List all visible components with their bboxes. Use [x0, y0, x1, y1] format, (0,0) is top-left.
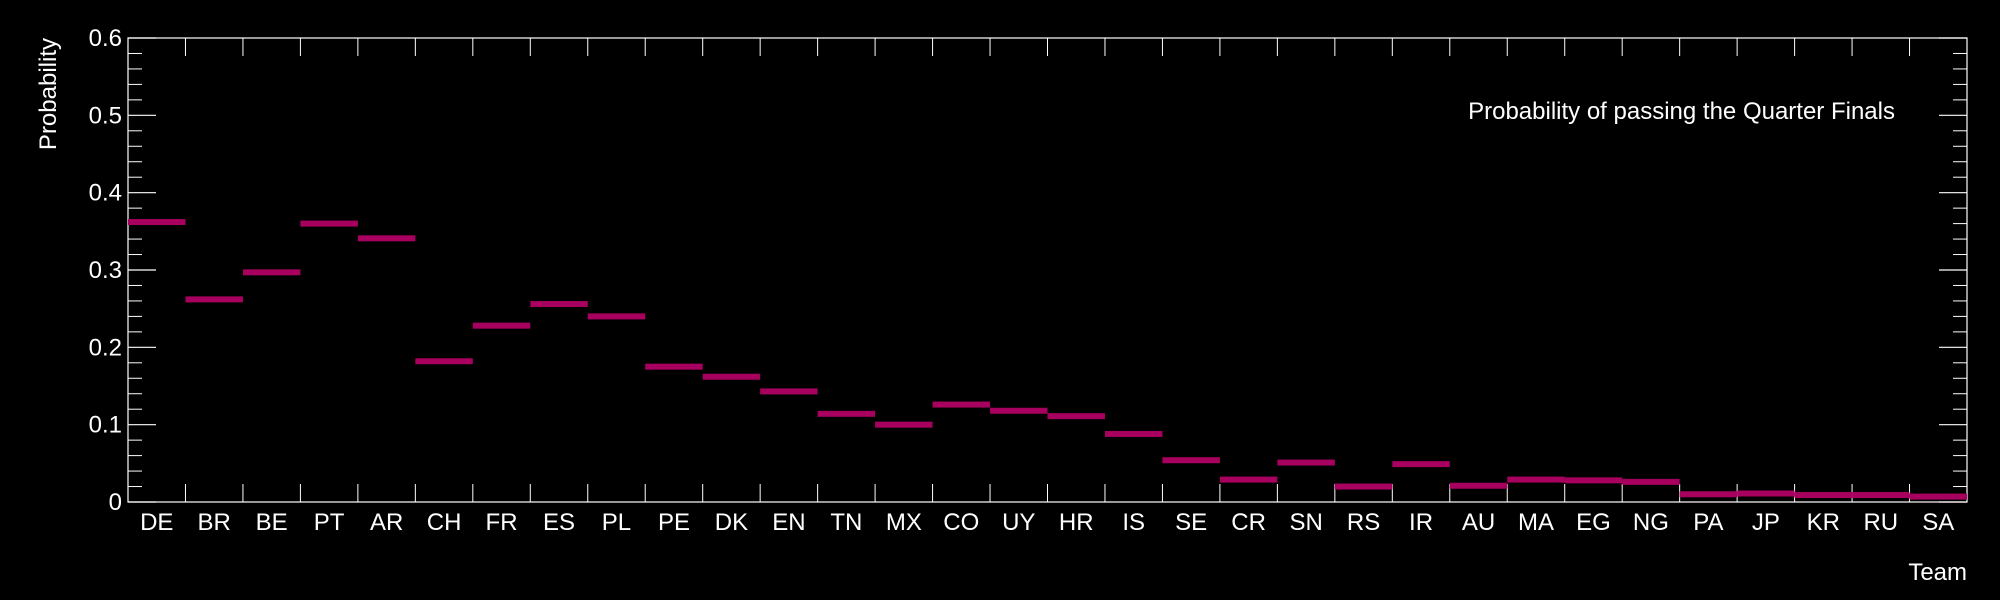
bar-BE [242, 269, 301, 276]
x-tick-label: RS [1347, 509, 1380, 536]
bar-MA [1507, 476, 1565, 483]
y-axis-title: Probability [35, 38, 62, 150]
bar-RU [1852, 492, 1910, 499]
bar-SN [1277, 459, 1335, 466]
bar-PA [1679, 491, 1738, 498]
y-tick-label: 0.5 [89, 102, 122, 129]
x-tick-label: JP [1752, 509, 1780, 536]
x-tick-label: TN [830, 509, 862, 536]
bar-SE [1162, 457, 1220, 464]
bar-PL [587, 313, 646, 320]
bar-AR [357, 235, 416, 242]
bar-NG [1622, 478, 1680, 485]
series-markers [128, 219, 1967, 500]
x-tick-label: ES [543, 509, 575, 536]
x-tick-label: DK [715, 509, 748, 536]
x-tick-label: PE [658, 509, 690, 536]
y-tick-label: 0.6 [89, 25, 122, 52]
bar-DK [702, 373, 761, 380]
bar-CR [1219, 476, 1278, 483]
bar-BR [185, 296, 243, 303]
x-tick-label: PL [602, 509, 631, 536]
x-tick-label: BE [256, 509, 288, 536]
y-tick-label: 0 [109, 489, 122, 516]
x-tick-label: CO [943, 509, 979, 536]
x-tick-label: SN [1289, 509, 1322, 536]
x-tick-label: AR [370, 509, 403, 536]
bar-TN [817, 410, 876, 417]
y-axis: 0 0.1 0.2 0.3 0.4 0.5 0.6 [89, 25, 1967, 516]
x-tick-label: BR [198, 509, 231, 536]
bar-CO [932, 401, 991, 408]
x-axis-title: Team [1908, 559, 1967, 586]
bar-DE [128, 219, 186, 226]
bar-FR [472, 322, 531, 329]
bar-MX [875, 421, 933, 428]
x-tick-label: CH [427, 509, 462, 536]
bar-EN [760, 388, 818, 395]
bar-JP [1737, 490, 1795, 497]
bar-IS [1104, 430, 1163, 437]
bar-AU [1449, 482, 1508, 489]
x-tick-label: EN [772, 509, 805, 536]
bar-IR [1392, 461, 1450, 468]
x-tick-label: SE [1175, 509, 1207, 536]
x-tick-label: PA [1693, 509, 1723, 536]
bar-RS [1334, 483, 1393, 490]
y-tick-label: 0.3 [89, 257, 122, 284]
bar-ES [530, 301, 588, 308]
x-tick-label: FR [486, 509, 518, 536]
y-tick-label: 0.1 [89, 412, 122, 439]
x-tick-label: RU [1863, 509, 1898, 536]
x-tick-label: AU [1462, 509, 1495, 536]
x-tick-label: IR [1409, 509, 1433, 536]
x-tick-label: NG [1633, 509, 1669, 536]
y-tick-label: 0.2 [89, 334, 122, 361]
x-tick-label: IS [1122, 509, 1145, 536]
y-tick-label: 0.4 [89, 180, 122, 207]
x-tick-label: HR [1059, 509, 1094, 536]
bar-PT [300, 220, 358, 227]
bar-EG [1564, 477, 1623, 484]
x-tick-label: MA [1518, 509, 1554, 536]
legend-label: Probability of passing the Quarter Final… [1468, 98, 1895, 125]
x-tick-label: MX [886, 509, 922, 536]
x-tick-label: KR [1807, 509, 1840, 536]
x-tick-label: CR [1231, 509, 1266, 536]
x-axis: DE BR BE PT AR CH FR ES PL PE DK EN TN MX CO UY HR IS SE CR… [127, 38, 1968, 536]
x-tick-label: EG [1576, 509, 1611, 536]
bar-PE [645, 363, 703, 370]
bar-CH [415, 358, 473, 365]
bar-KR [1794, 492, 1853, 499]
x-tick-label: DE [140, 509, 173, 536]
x-tick-label: PT [314, 509, 345, 536]
x-tick-label: SA [1922, 509, 1954, 536]
x-tick-label: UY [1002, 509, 1035, 536]
bar-HR [1047, 413, 1105, 420]
bar-UY [990, 407, 1048, 414]
bar-SA [1909, 493, 1967, 500]
